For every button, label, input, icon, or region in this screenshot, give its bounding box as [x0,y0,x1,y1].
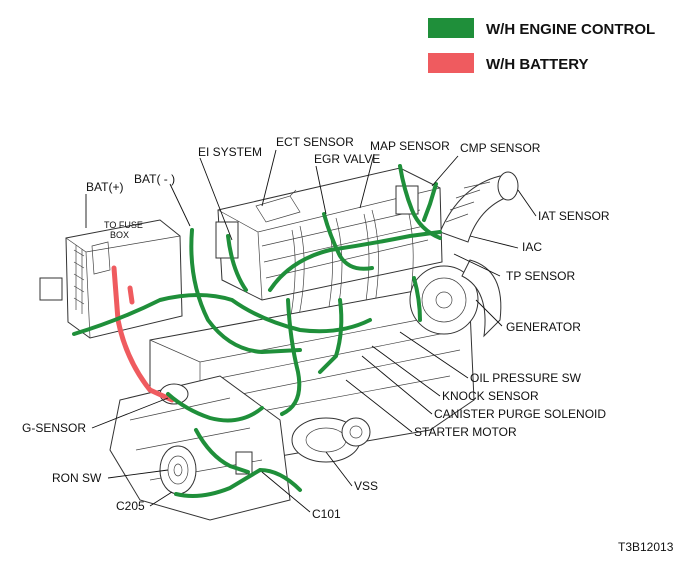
label-vss: VSS [354,479,378,493]
label-canister-purge-solenoid: CANISTER PURGE SOLENOID [434,407,606,421]
leader-lines [85,149,537,513]
label-iat-sensor: IAT SENSOR [538,209,610,223]
label-ei-system: EI SYSTEM [198,145,262,159]
label-cmp-sensor: CMP SENSOR [460,141,541,155]
label-ect-sensor: ECT SENSOR [276,135,354,149]
legend-swatch-battery [428,53,474,73]
legend-swatch-engine-control [428,18,474,38]
label-bat-plus: BAT(+) [86,180,123,194]
label-generator: GENERATOR [506,320,581,334]
label-to-fuse-box-line1: TO FUSE [104,220,143,230]
component-labels: BAT(+) BAT( - ) TO FUSE BOX EI SYSTEM EC… [22,135,610,521]
label-oil-pressure-sw: OIL PRESSURE SW [470,371,582,385]
label-bat-minus: BAT( - ) [134,172,175,186]
figure-id: T3B12013 [618,540,674,554]
label-c101: C101 [312,507,341,521]
label-map-sensor: MAP SENSOR [370,139,450,153]
legend: W/H ENGINE CONTROL W/H BATTERY [428,18,655,73]
legend-label-battery: W/H BATTERY [486,56,589,73]
label-tp-sensor: TP SENSOR [506,269,575,283]
label-egr-valve: EGR VALVE [314,152,380,166]
engine-control-harness [72,164,442,498]
label-knock-sensor: KNOCK SENSOR [442,389,539,403]
label-g-sensor: G-SENSOR [22,421,86,435]
battery-harness [111,265,175,403]
label-starter-motor: STARTER MOTOR [414,425,517,439]
label-ron-sw: RON SW [52,471,102,485]
label-iac: IAC [522,240,542,254]
legend-label-engine-control: W/H ENGINE CONTROL [486,21,655,38]
label-to-fuse-box-line2: BOX [110,230,129,240]
label-c205: C205 [116,499,145,513]
